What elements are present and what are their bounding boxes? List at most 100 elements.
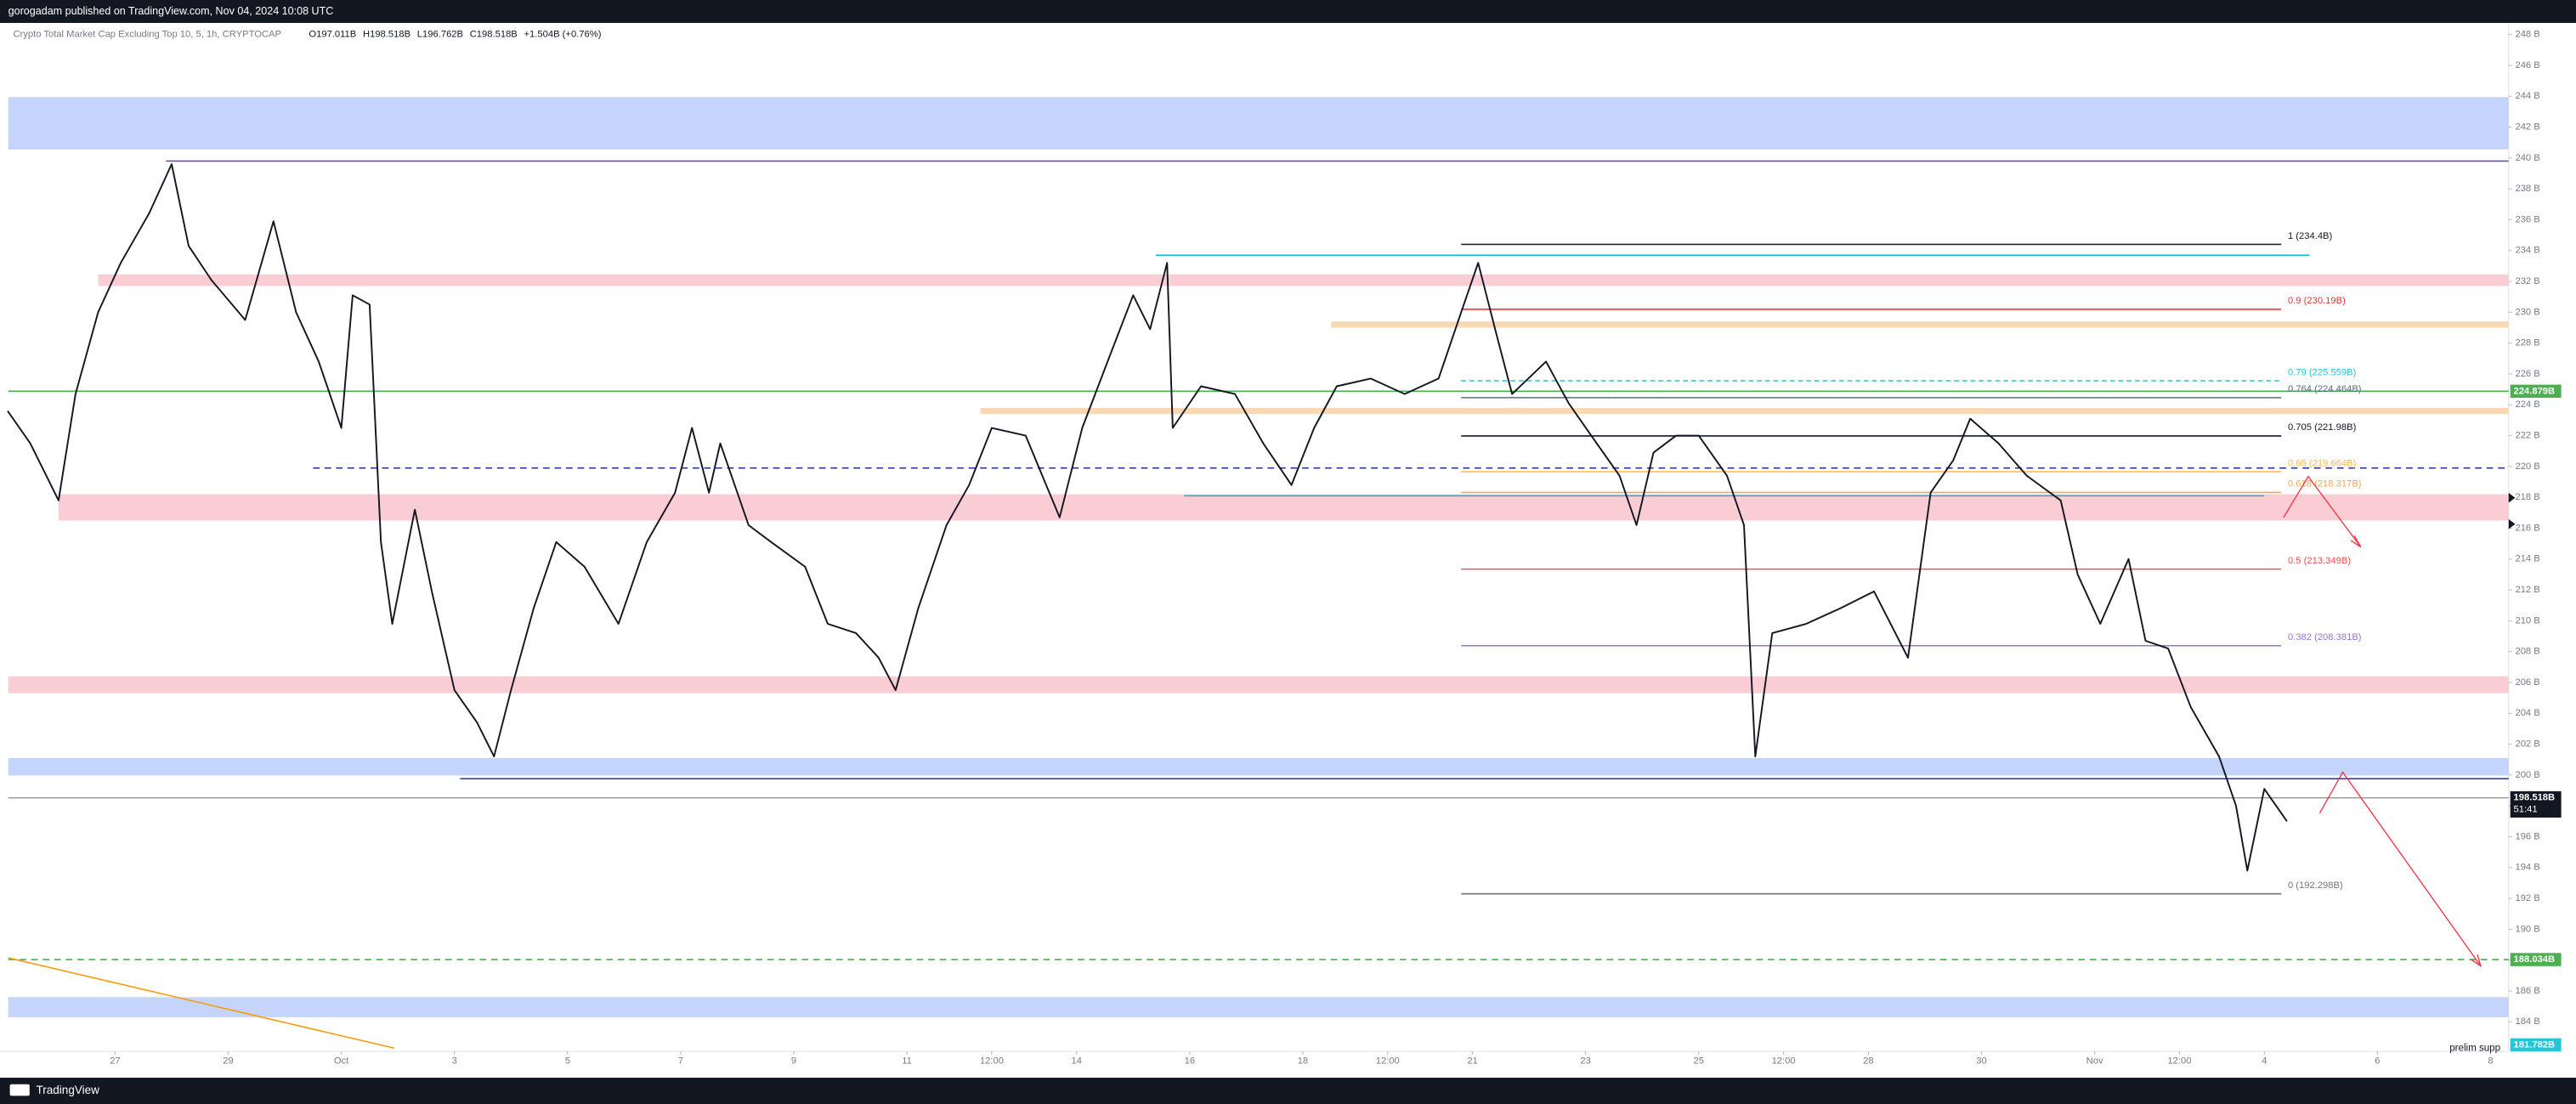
lines: 1 (234.4B) 0.9 (230.19B) 0.79 (225.559B) 0.… — [8, 160, 2509, 960]
y-tick-label: 208 B — [2515, 647, 2539, 657]
axis-marker — [2508, 492, 2516, 503]
y-tick-label: 242 B — [2515, 122, 2539, 133]
zone — [8, 997, 2509, 1017]
top-bar — [0, 0, 2576, 24]
price-label: 181.782B — [2514, 1039, 2556, 1050]
price-label-box — [2510, 384, 2562, 399]
price-label: 198.518B — [2514, 793, 2556, 803]
x-tick-label: 29 — [223, 1056, 233, 1067]
y-tick-label: 234 B — [2515, 246, 2539, 256]
y-tick-label: 226 B — [2515, 369, 2539, 379]
zones — [8, 97, 2509, 1017]
x-tick-label: 16 — [1185, 1056, 1195, 1067]
price-line — [7, 163, 2288, 872]
fib-label: 0.79 (225.559B) — [2288, 367, 2357, 377]
countdown: 51:41 — [2514, 804, 2538, 814]
y-tick-label: 190 B — [2515, 924, 2539, 934]
axis-marker — [2508, 518, 2516, 529]
zone — [8, 676, 2509, 694]
zone — [8, 97, 2509, 150]
fib-label: 0.9 (230.19B) — [2288, 296, 2346, 306]
ohlc-value: +1.504B (+0.76%) — [524, 30, 602, 40]
y-tick-label: 222 B — [2515, 431, 2539, 441]
y-tick-label: 244 B — [2515, 91, 2539, 101]
projection-arrow — [2283, 475, 2362, 548]
fib-label: 0.618 (218.317B) — [2288, 479, 2362, 490]
y-tick-label: 196 B — [2515, 831, 2539, 841]
symbol-title: Crypto Total Market Cap Excluding Top 10… — [13, 30, 281, 40]
y-tick-label: 224 B — [2515, 399, 2539, 410]
x-tick-label: 23 — [1580, 1056, 1590, 1067]
x-tick-label: 30 — [1976, 1056, 1986, 1067]
y-tick-label: 204 B — [2515, 708, 2539, 718]
y-tick-label: 240 B — [2515, 153, 2539, 163]
trend-line — [8, 957, 395, 1050]
plot-bg — [0, 23, 2576, 1079]
x-tick-label: 21 — [1467, 1056, 1477, 1067]
y-tick-label: 228 B — [2515, 338, 2539, 348]
y-tick-label: 232 B — [2515, 276, 2539, 286]
x-tick-label: 14 — [1072, 1056, 1082, 1067]
arrow-head — [2350, 535, 2362, 548]
publisher: gorogadam published on TradingView.com, … — [8, 5, 334, 17]
x-tick-label: 12:00 — [980, 1056, 1004, 1067]
y-tick-label: 202 B — [2515, 739, 2539, 750]
zone — [980, 407, 2509, 415]
projection-arrows — [2283, 475, 2483, 968]
y-tick-label: 218 B — [2515, 492, 2539, 502]
y-tick-label: 192 B — [2515, 893, 2539, 903]
zone — [98, 274, 2509, 286]
zone — [1331, 321, 2509, 328]
x-tick-label: Nov — [2086, 1056, 2103, 1067]
fib-label: 0.5 (213.349B) — [2288, 556, 2351, 566]
x-tick-label: 25 — [1694, 1056, 1704, 1067]
x-tick-label: 12:00 — [1376, 1056, 1400, 1067]
y-tick-label: 200 B — [2515, 770, 2539, 780]
bottom-bar — [0, 1078, 2576, 1104]
ohlc-value: H198.518B — [363, 30, 410, 40]
fib-label: 1 (234.4B) — [2288, 231, 2333, 241]
y-tick-label: 236 B — [2515, 214, 2539, 224]
x-tick-label: 12:00 — [1772, 1056, 1796, 1067]
price — [7, 163, 2288, 872]
y-tick-label: 214 B — [2515, 554, 2539, 564]
x-tick-label: 4 — [2262, 1056, 2267, 1067]
projection-arrow — [2318, 771, 2482, 967]
ohlc-value: O197.011B — [309, 30, 356, 40]
fib-label: 0.705 (221.98B) — [2288, 422, 2357, 433]
price-label-box — [2510, 953, 2562, 966]
x-tick-label: 5 — [565, 1056, 570, 1067]
price-label: 224.879B — [2514, 386, 2556, 396]
x-tick-label: 18 — [1298, 1056, 1308, 1067]
zone — [58, 494, 2509, 521]
fib-label: 0 (192.298B) — [2288, 880, 2343, 891]
x-tick-label: 6 — [2375, 1056, 2380, 1067]
x-tick-label: 7 — [678, 1056, 683, 1067]
price-label-box — [2510, 791, 2562, 818]
fib-label: 0.764 (224.464B) — [2288, 384, 2362, 394]
y-tick-label: 220 B — [2515, 461, 2539, 472]
fib-label: 0.65 (219.664B) — [2288, 458, 2357, 468]
y-tick-label: 248 B — [2515, 30, 2539, 40]
x-tick-label: Oct — [334, 1056, 349, 1067]
y-tick-label: 194 B — [2515, 863, 2539, 873]
y-tick-label: 212 B — [2515, 585, 2539, 595]
arrow-head — [2470, 954, 2483, 968]
x-tick-label: 8 — [2488, 1056, 2493, 1067]
y-tick-label: 216 B — [2515, 523, 2539, 533]
annotation: prelim supp — [2449, 1043, 2500, 1053]
x-tick-label: 12:00 — [2167, 1056, 2191, 1067]
y-tick-label: 186 B — [2515, 986, 2539, 996]
x-tick-label: 3 — [452, 1056, 457, 1067]
ohlc-value: L196.762B — [417, 30, 463, 40]
x-tick-label: 9 — [791, 1056, 796, 1067]
zone — [8, 757, 2509, 776]
y-tick-label: 246 B — [2515, 60, 2539, 71]
y-tick-label: 238 B — [2515, 184, 2539, 194]
price-label: 188.034B — [2514, 954, 2556, 965]
ohlc-legend: O197.011B H198.518B L196.762B C198.518B +1.5… — [309, 30, 601, 40]
fib-label: 0.382 (208.381B) — [2288, 632, 2362, 643]
